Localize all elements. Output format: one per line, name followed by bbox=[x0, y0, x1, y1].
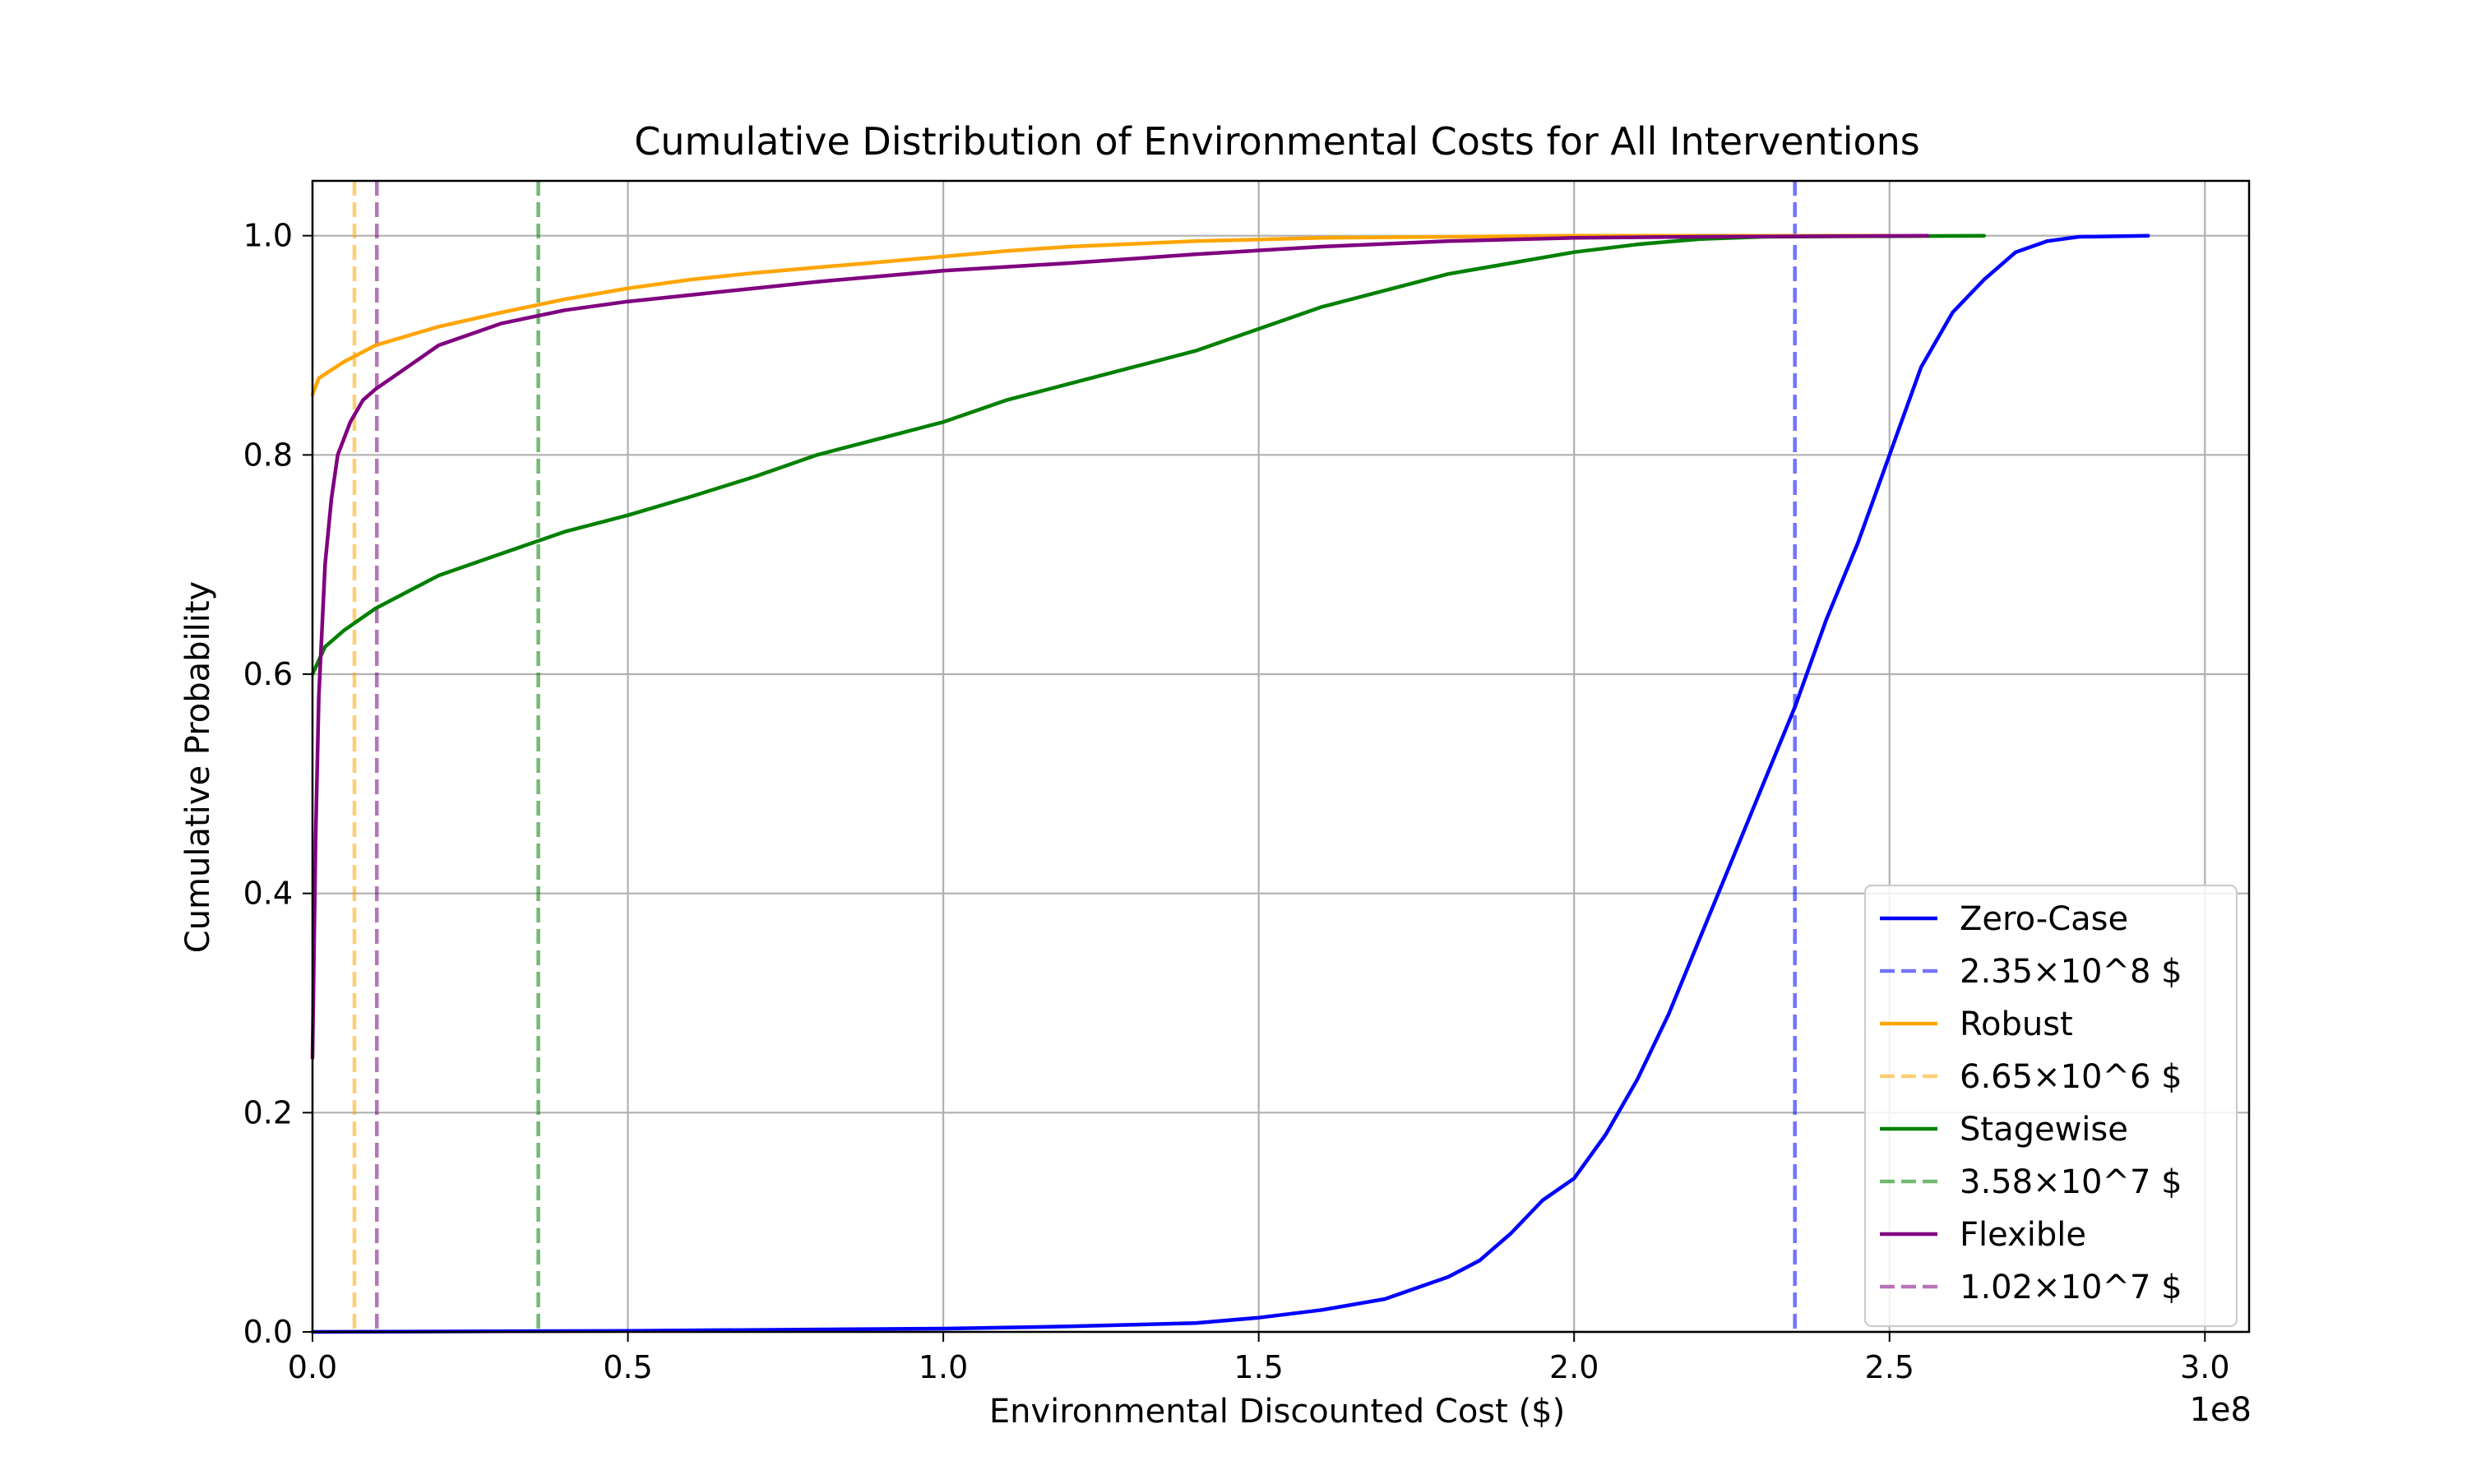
legend-label: 6.65×10^6 $ bbox=[1960, 1058, 2182, 1096]
series-line bbox=[310, 233, 1987, 677]
x-tick-label: 2.0 bbox=[1549, 1349, 1599, 1385]
y-tick-label: 1.0 bbox=[243, 218, 293, 254]
legend-label: Zero-Case bbox=[1960, 900, 2128, 938]
series-line bbox=[310, 233, 1892, 397]
chart-title: Cumulative Distribution of Environmental… bbox=[634, 119, 1920, 164]
plot-frame bbox=[311, 179, 2251, 1334]
legend-label: Robust bbox=[1960, 1006, 2073, 1043]
y-tick-label: 0.6 bbox=[243, 656, 293, 692]
legend-label: Stagewise bbox=[1960, 1111, 2128, 1149]
y-axis-label: Cumulative Probability bbox=[179, 581, 217, 953]
x-axis-label: Environmental Discounted Cost ($) bbox=[989, 1393, 1565, 1431]
legend-box bbox=[1863, 884, 2238, 1328]
legend-label: 3.58×10^7 $ bbox=[1960, 1163, 2182, 1201]
x-tick-label: 0.5 bbox=[603, 1349, 652, 1385]
y-tick-label: 0.0 bbox=[243, 1314, 293, 1350]
y-tick-label: 0.2 bbox=[243, 1094, 293, 1130]
legend-label: 1.02×10^7 $ bbox=[1960, 1269, 2182, 1306]
x-tick-label: 2.5 bbox=[1865, 1349, 1914, 1385]
legend-label: Flexible bbox=[1960, 1216, 2086, 1254]
y-tick-label: 0.8 bbox=[243, 437, 293, 473]
series-line bbox=[310, 233, 1930, 1060]
x-tick-label: 1.5 bbox=[1234, 1349, 1283, 1385]
legend: Zero-Case 2.35×10^8 $ Robust 6.65×10^6 $ Sta… bbox=[1863, 884, 2238, 1328]
series-line bbox=[310, 233, 2150, 1334]
x-axis-offset-label: 1e8 bbox=[2189, 1391, 2252, 1429]
y-tick-label: 0.4 bbox=[243, 876, 293, 912]
x-tick-label: 0.0 bbox=[288, 1349, 337, 1385]
legend-label: 2.35×10^8 $ bbox=[1960, 953, 2182, 991]
x-tick-label: 1.0 bbox=[919, 1349, 968, 1385]
x-tick-label: 3.0 bbox=[2180, 1349, 2229, 1385]
